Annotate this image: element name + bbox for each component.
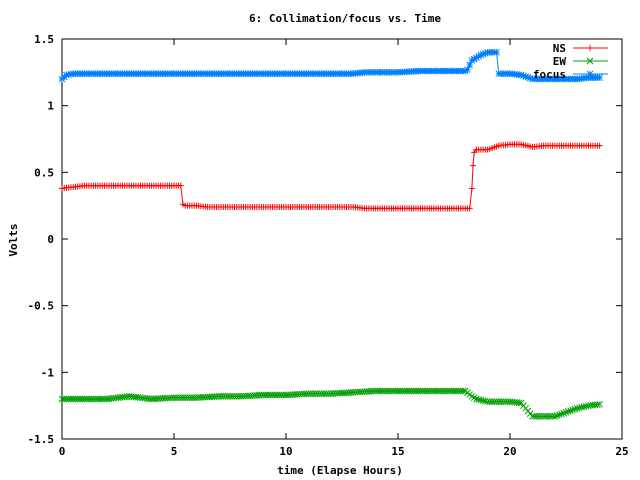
legend-label: focus (533, 68, 566, 81)
series-focus (58, 48, 603, 83)
data-point (551, 412, 559, 420)
y-tick-label: 0.5 (34, 166, 54, 179)
data-point (520, 72, 527, 80)
x-tick-label: 10 (279, 445, 292, 458)
data-point (466, 61, 474, 69)
data-point (569, 406, 577, 414)
data-point (468, 185, 475, 192)
x-tick-label: 0 (59, 445, 66, 458)
data-point (571, 405, 579, 413)
data-point (493, 48, 500, 56)
plot-frame (61, 38, 623, 440)
data-point (596, 142, 603, 149)
data-point (564, 408, 572, 415)
data-point (468, 56, 476, 64)
data-point (479, 50, 487, 58)
x-tick-label: 5 (171, 445, 178, 458)
data-point (553, 412, 561, 419)
y-tick-label: 0 (47, 233, 54, 246)
y-tick-label: -1 (41, 366, 55, 379)
x-tick-label: 20 (503, 445, 516, 458)
data-point (464, 66, 471, 74)
data-point (596, 74, 603, 82)
legend-label: EW (553, 55, 567, 68)
data-point (586, 70, 594, 78)
data-point (524, 74, 532, 81)
data-point (515, 399, 523, 407)
data-point (517, 71, 525, 79)
y-tick-label: -1.5 (28, 433, 55, 446)
series-NS (59, 141, 603, 212)
data-point (558, 410, 565, 418)
x-axis-label: time (Elapse Hours) (277, 464, 403, 477)
data-point (555, 411, 563, 419)
y-tick-label: 1.5 (34, 33, 54, 46)
legend-label: NS (553, 42, 566, 55)
y-tick-label: -0.5 (28, 300, 55, 313)
series-line (61, 143, 600, 209)
x-tick-label: 15 (391, 445, 404, 458)
y-tick-label: 1 (47, 100, 54, 113)
x-axis: 0 5 10 15 20 25 (59, 39, 629, 458)
data-point (461, 67, 469, 75)
data-point (482, 49, 489, 57)
data-point (473, 54, 480, 62)
y-axis-label: Volts (7, 223, 20, 256)
data-point (177, 182, 184, 189)
data-point (459, 387, 467, 395)
series-layer (58, 48, 603, 420)
data-point (567, 407, 574, 415)
data-point (586, 57, 594, 65)
data-point (470, 162, 477, 169)
data-point (594, 401, 601, 408)
chart-title: 6: Collimation/focus vs. Time (249, 12, 441, 25)
data-point (475, 52, 482, 60)
data-point (470, 55, 478, 63)
data-point (526, 74, 534, 82)
data-point (560, 409, 568, 417)
y-axis: -1.5 -1 -0.5 0 0.5 1 1.5 (28, 33, 622, 446)
series-EW (58, 387, 603, 420)
data-point (522, 73, 530, 80)
data-point (596, 400, 603, 408)
data-point (587, 45, 593, 51)
x-tick-label: 25 (615, 445, 628, 458)
data-point (562, 408, 570, 416)
data-point (466, 205, 473, 212)
data-point (477, 51, 485, 59)
